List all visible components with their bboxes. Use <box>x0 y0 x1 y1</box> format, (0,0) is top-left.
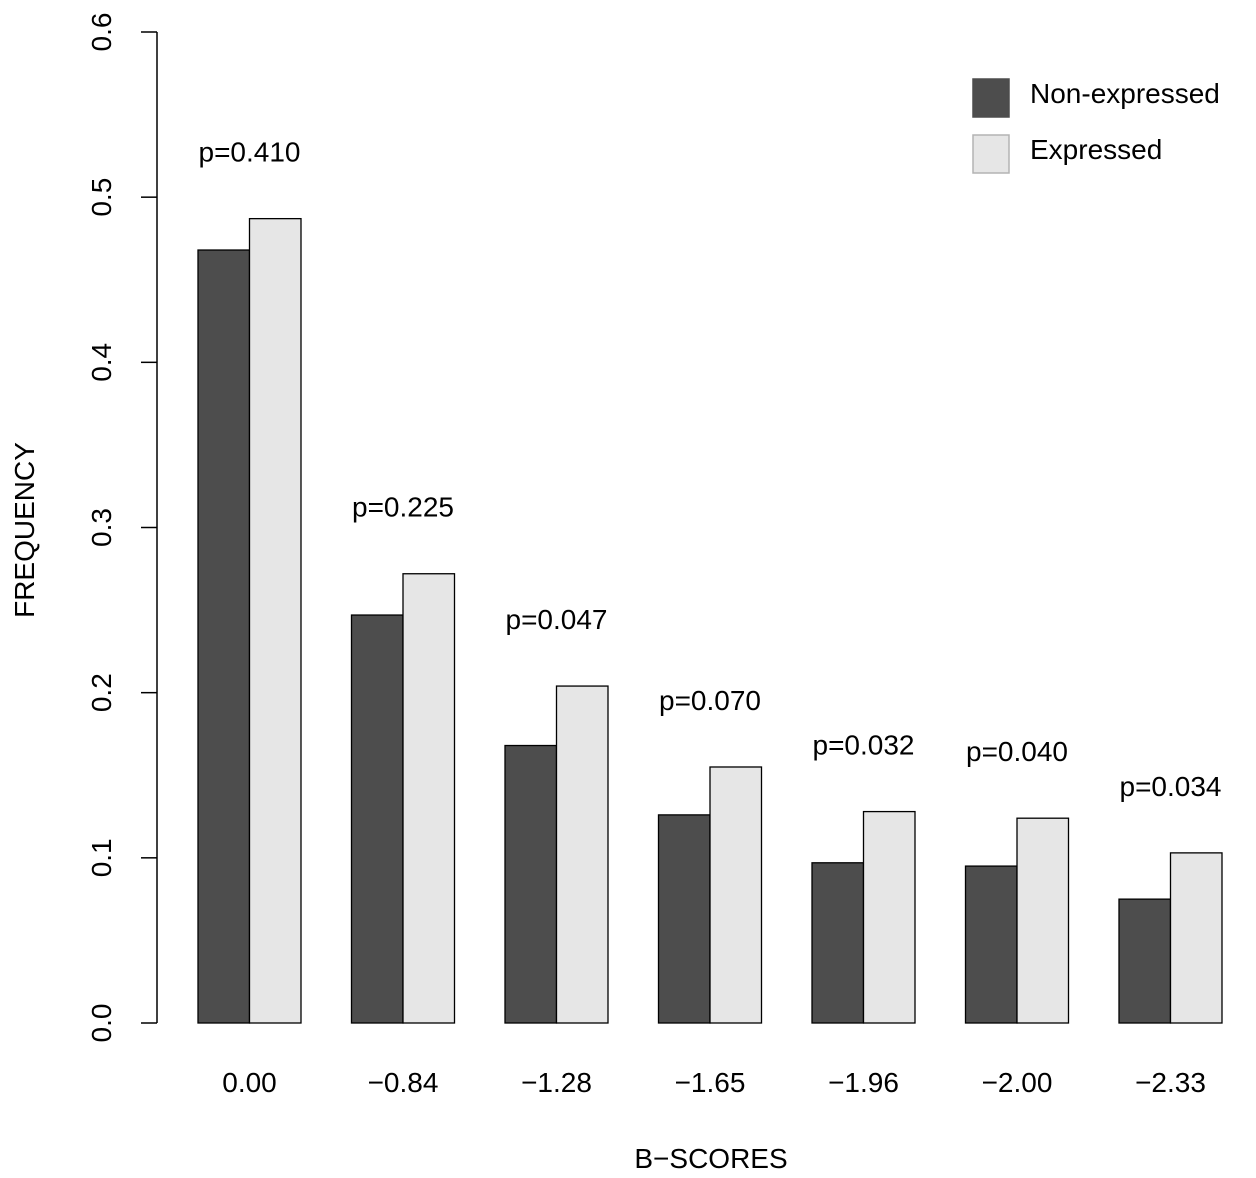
p-value-label: p=0.410 <box>199 137 301 168</box>
bar-non-expressed <box>350 614 404 1024</box>
x-tick-label: −1.96 <box>828 1067 899 1098</box>
x-tick-label: −1.28 <box>521 1067 592 1098</box>
p-value-label: p=0.040 <box>966 736 1068 767</box>
y-axis: 0.0 0.1 0.2 0.3 0.4 0.5 0.6 <box>86 13 158 1043</box>
bar-non-expressed <box>197 249 251 1024</box>
y-axis-label: FREQUENCY <box>9 442 40 618</box>
legend-swatch <box>972 134 1010 174</box>
y-tick-label: 0.4 <box>86 343 117 382</box>
y-tick-label: 0.2 <box>86 673 117 712</box>
y-tick-label: 0.3 <box>86 508 117 547</box>
bar-expressed <box>555 685 609 1024</box>
x-tick-label: −2.33 <box>1135 1067 1206 1098</box>
bar-non-expressed <box>504 744 558 1024</box>
p-value-label: p=0.034 <box>1120 771 1222 802</box>
y-tick-label: 0.5 <box>86 178 117 217</box>
bar-expressed <box>709 766 763 1024</box>
y-tick-label: 0.6 <box>86 13 117 52</box>
p-value-label: p=0.225 <box>352 492 454 523</box>
p-value-label: p=0.047 <box>506 604 608 635</box>
bar-expressed <box>1169 852 1223 1024</box>
x-axis-label: B−SCORES <box>634 1143 787 1173</box>
bar-expressed <box>402 573 456 1024</box>
bar-expressed <box>248 217 302 1024</box>
legend: Non-expressed Expressed <box>972 78 1220 174</box>
bar-expressed <box>1016 817 1070 1024</box>
legend-swatch <box>972 78 1010 118</box>
x-tick-label: −2.00 <box>982 1067 1053 1098</box>
bars <box>197 217 1223 1024</box>
p-value-label: p=0.070 <box>659 685 761 716</box>
bar-non-expressed <box>657 814 711 1024</box>
y-tick-label: 0.1 <box>86 838 117 877</box>
x-tick-label: 0.00 <box>222 1067 277 1098</box>
p-value-annotations: p=0.410 p=0.225 p=0.047 p=0.070 p=0.032 p=0.0… <box>199 137 1222 802</box>
y-tick-label: 0.0 <box>86 1004 117 1043</box>
bar-non-expressed <box>1118 898 1172 1024</box>
bar-non-expressed <box>811 862 865 1024</box>
legend-label: Expressed <box>1030 134 1162 165</box>
x-tick-label: −0.84 <box>368 1067 439 1098</box>
x-tick-label: −1.65 <box>675 1067 746 1098</box>
p-value-label: p=0.032 <box>813 730 915 761</box>
legend-label: Non-expressed <box>1030 78 1220 109</box>
bar-expressed <box>862 810 916 1024</box>
x-axis-tick-labels: 0.00 −0.84 −1.28 −1.65 −1.96 −2.00 −2.33 <box>222 1067 1206 1098</box>
bar-non-expressed <box>964 865 1018 1024</box>
